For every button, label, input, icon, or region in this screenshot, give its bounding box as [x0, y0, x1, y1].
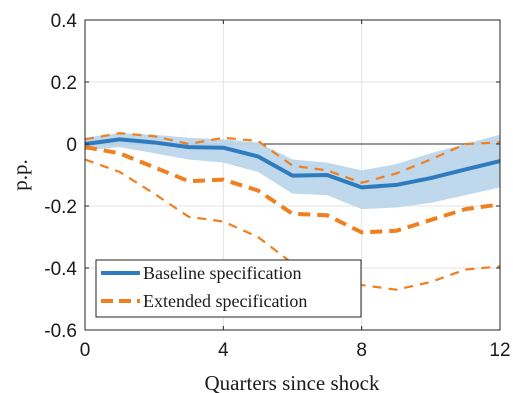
legend-label-extended: Extended specification	[143, 291, 307, 311]
series-line-extended-upper	[84, 132, 501, 184]
series-line-baseline	[84, 137, 501, 190]
x-tick-label-1: 4	[218, 340, 229, 361]
axis-ticks: 0 4 8 12 0.4 0.2 0 -0.2 -0.4 -0.6	[44, 11, 510, 361]
plot-frame	[84, 19, 501, 331]
legend-box	[95, 259, 362, 318]
legend-label-baseline: Baseline specification	[143, 263, 301, 283]
y-axis-label: p.p.	[8, 159, 32, 191]
confidence-band-layer	[85, 133, 500, 210]
x-tick-label-0: 0	[80, 340, 91, 361]
y-tick-label-5: -0.6	[44, 321, 77, 342]
y-tick-label-3: -0.2	[44, 197, 77, 218]
y-tick-label-2: 0	[66, 135, 77, 156]
series-line-extended	[84, 145, 501, 235]
x-tick-label-2: 8	[356, 340, 367, 361]
confidence-band	[85, 133, 500, 210]
x-axis-label: Quarters since shock	[205, 371, 380, 393]
series-lines-layer	[84, 132, 501, 291]
legend: Baseline specification Extended specific…	[95, 259, 362, 318]
y-tick-label-0: 0.4	[51, 11, 78, 32]
y-tick-label-4: -0.4	[44, 259, 77, 280]
y-tick-label-1: 0.2	[51, 73, 77, 94]
x-tick-label-3: 12	[489, 340, 510, 361]
